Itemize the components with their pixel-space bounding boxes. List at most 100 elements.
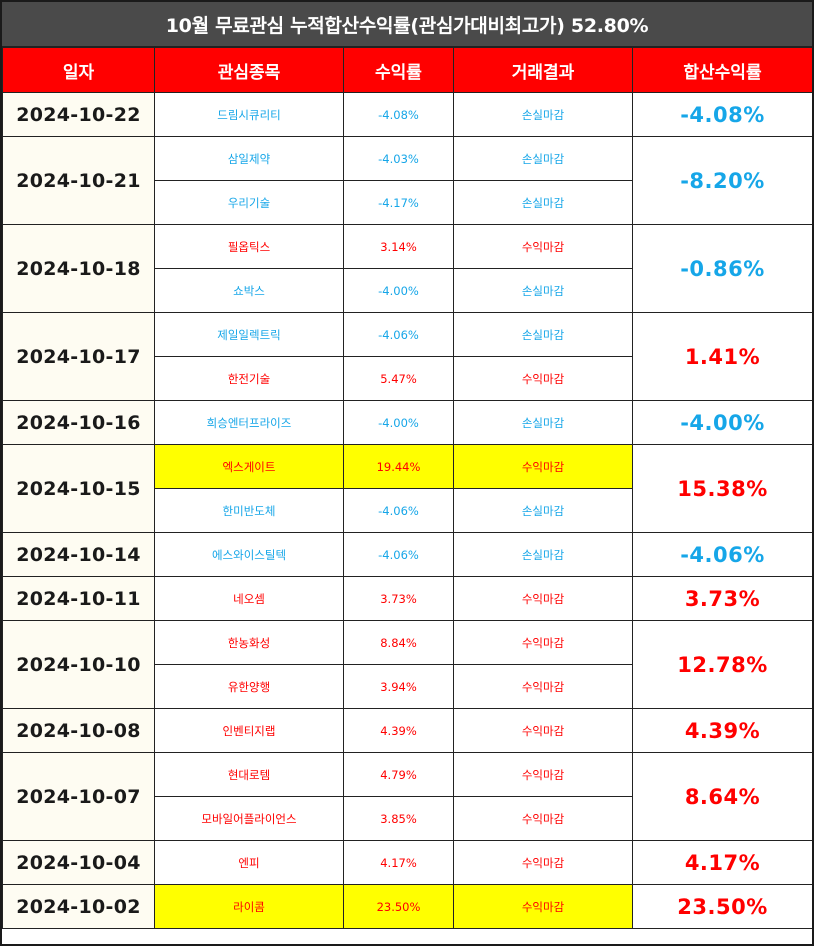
rate-cell: -4.06% [343, 532, 454, 577]
table-row: 2024-10-22 드림시큐리티 -4.08% 손실마감 -4.08% [2, 92, 812, 137]
rate-cell: -4.00% [343, 400, 454, 445]
stock-cell: 한전기술 [154, 356, 344, 401]
stock-cell: 제일일렉트릭 [154, 312, 344, 357]
date-cell: 2024-10-18 [2, 224, 155, 313]
result-cell: 수익마감 [453, 224, 633, 269]
stock-cell: 유한양행 [154, 664, 344, 709]
date-cell: 2024-10-08 [2, 708, 155, 753]
rate-cell: 4.17% [343, 840, 454, 885]
total-cell: 4.17% [632, 840, 812, 885]
table-row: 모바일어플라이언스 3.85% 수익마감 [3, 796, 813, 841]
total-cell: 23.50% [632, 884, 812, 929]
header-total: 합산수익률 [632, 47, 812, 93]
result-cell: 수익마감 [453, 708, 633, 753]
table-row: 2024-10-14 에스와이스틸텍 -4.06% 손실마감 -4.06% [2, 532, 812, 577]
table-row: 2024-10-11 네오셈 3.73% 수익마감 3.73% [2, 576, 812, 621]
result-cell: 손실마감 [453, 180, 633, 225]
result-cell: 수익마감 [453, 620, 633, 665]
stock-cell: 인벤티지랩 [154, 708, 344, 753]
total-cell: -4.06% [632, 532, 812, 577]
date-cell: 2024-10-16 [2, 400, 155, 445]
rate-cell: 4.39% [343, 708, 454, 753]
rate-cell: 8.84% [343, 620, 454, 665]
rate-cell: -4.03% [343, 136, 454, 181]
result-cell: 수익마감 [453, 884, 633, 929]
date-cell: 2024-10-17 [2, 312, 155, 401]
returns-table: 일자 관심종목 수익률 거래결과 합산수익률 2024-10-22 드림시큐리티 -… [2, 47, 813, 929]
table-row: 쇼박스 -4.00% 손실마감 [3, 268, 813, 313]
stock-cell: 우리기술 [154, 180, 344, 225]
rate-cell: -4.00% [343, 268, 454, 313]
table-row: 2024-10-07 현대로템 4.79% 수익마감 8.64% [2, 752, 812, 841]
rate-cell: 3.73% [343, 576, 454, 621]
table-row: 2024-10-02 라이콤 23.50% 수익마감 23.50% [2, 884, 812, 929]
date-cell: 2024-10-04 [2, 840, 155, 885]
total-cell: 12.78% [632, 620, 812, 709]
date-cell: 2024-10-22 [2, 92, 155, 137]
result-cell: 수익마감 [453, 576, 633, 621]
stock-cell: 드림시큐리티 [154, 92, 344, 137]
table-row: 유한양행 3.94% 수익마감 [3, 664, 813, 709]
table-row: 2024-10-15 엑스게이트 19.44% 수익마감 15.38% [2, 444, 812, 533]
result-cell: 수익마감 [453, 752, 633, 797]
stock-cell: 에스와이스틸텍 [154, 532, 344, 577]
result-cell: 수익마감 [453, 840, 633, 885]
table-row: 2024-10-16 희승엔터프라이즈 -4.00% 손실마감 -4.00% [2, 400, 812, 445]
result-cell: 수익마감 [453, 356, 633, 401]
result-cell: 손실마감 [453, 488, 633, 533]
header-stock: 관심종목 [154, 47, 344, 93]
total-cell: -4.08% [632, 92, 812, 137]
table-row: 2024-10-10 한농화성 8.84% 수익마감 12.78% [2, 620, 812, 709]
table-row: 2024-10-04 엔피 4.17% 수익마감 4.17% [2, 840, 812, 885]
table-row: 한전기술 5.47% 수익마감 [3, 356, 813, 401]
stock-cell: 모바일어플라이언스 [154, 796, 344, 841]
total-cell: 8.64% [632, 752, 812, 841]
stock-cell: 필옵틱스 [154, 224, 344, 269]
result-cell: 손실마감 [453, 268, 633, 313]
header-rate: 수익률 [343, 47, 454, 93]
rate-cell: 3.14% [343, 224, 454, 269]
rate-cell: -4.17% [343, 180, 454, 225]
stock-cell: 한미반도체 [154, 488, 344, 533]
stock-cell: 엑스게이트 [154, 444, 344, 489]
result-cell: 손실마감 [453, 532, 633, 577]
total-cell: -4.00% [632, 400, 812, 445]
rate-cell: 4.79% [343, 752, 454, 797]
header-date: 일자 [2, 47, 155, 93]
date-cell: 2024-10-14 [2, 532, 155, 577]
total-cell: 15.38% [632, 444, 812, 533]
result-cell: 수익마감 [453, 796, 633, 841]
date-cell: 2024-10-11 [2, 576, 155, 621]
header-result: 거래결과 [453, 47, 633, 93]
table-row: 우리기술 -4.17% 손실마감 [3, 180, 813, 225]
date-cell: 2024-10-21 [2, 136, 155, 225]
stock-cell: 엔피 [154, 840, 344, 885]
total-cell: 4.39% [632, 708, 812, 753]
rate-cell: 3.94% [343, 664, 454, 709]
rate-cell: 23.50% [343, 884, 454, 929]
stock-cell: 라이콤 [154, 884, 344, 929]
table-body: 2024-10-22 드림시큐리티 -4.08% 손실마감 -4.08% 2024-10-… [2, 92, 813, 929]
result-cell: 손실마감 [453, 312, 633, 357]
rate-cell: -4.08% [343, 92, 454, 137]
rate-cell: -4.06% [343, 488, 454, 533]
result-cell: 손실마감 [453, 400, 633, 445]
table-row: 한미반도체 -4.06% 손실마감 [3, 488, 813, 533]
header-row: 일자 관심종목 수익률 거래결과 합산수익률 [2, 47, 812, 93]
result-cell: 손실마감 [453, 92, 633, 137]
rate-cell: -4.06% [343, 312, 454, 357]
total-cell: 3.73% [632, 576, 812, 621]
total-cell: -0.86% [632, 224, 812, 313]
stock-cell: 희승엔터프라이즈 [154, 400, 344, 445]
table-row: 2024-10-18 필옵틱스 3.14% 수익마감 -0.86% [2, 224, 812, 313]
total-cell: 1.41% [632, 312, 812, 401]
date-cell: 2024-10-02 [2, 884, 155, 929]
result-cell: 수익마감 [453, 444, 633, 489]
table-row: 2024-10-21 삼일제약 -4.03% 손실마감 -8.20% [2, 136, 812, 225]
stock-cell: 삼일제약 [154, 136, 344, 181]
stock-cell: 쇼박스 [154, 268, 344, 313]
result-cell: 손실마감 [453, 136, 633, 181]
total-cell: -8.20% [632, 136, 812, 225]
date-cell: 2024-10-15 [2, 444, 155, 533]
